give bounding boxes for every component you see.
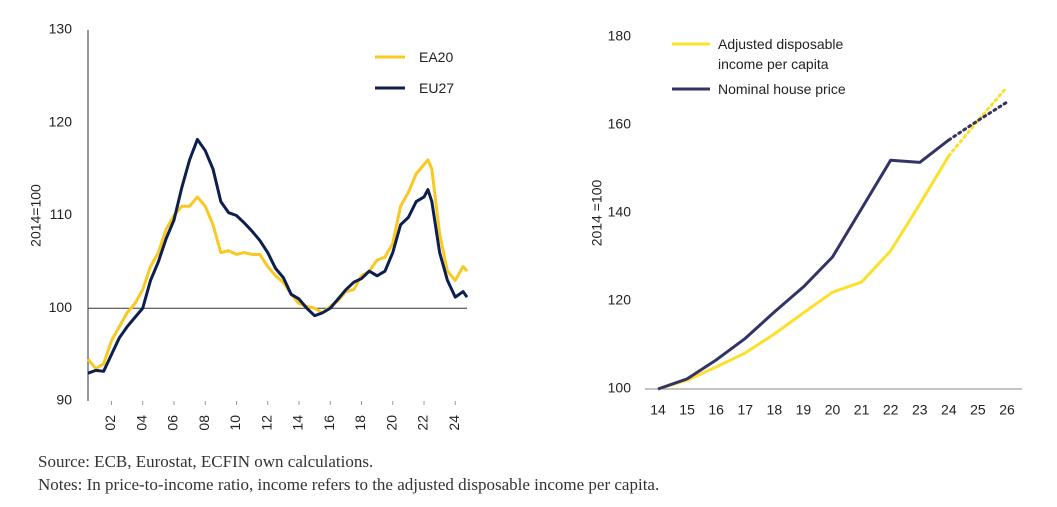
legend-label: Nominal house price (718, 81, 846, 97)
x-tick-label: 18 (767, 402, 783, 418)
x-tick-label: 24 (446, 415, 462, 431)
x-tick-label: 22 (415, 415, 431, 431)
legend-label: EU27 (419, 80, 455, 96)
x-tick-label: 23 (912, 402, 928, 418)
y-tick-label: 140 (608, 204, 632, 220)
y-tick-label: 130 (49, 21, 73, 37)
x-tick-label: 19 (796, 402, 812, 418)
x-tick-label: 18 (352, 415, 368, 431)
y-axis-label: 2014=100 (28, 184, 44, 247)
line (657, 138, 950, 391)
forecast-line (947, 85, 1009, 158)
y-tick-label: 90 (56, 392, 72, 408)
x-tick-label: 21 (854, 402, 870, 418)
line (657, 155, 951, 391)
x-tick-label: 02 (102, 415, 118, 431)
x-tick-label: 08 (196, 415, 212, 431)
x-tick-label: 20 (383, 415, 399, 431)
y-tick-label: 100 (608, 380, 632, 396)
y-axis-label: 2014 =100 (589, 180, 605, 247)
forecast-line (947, 100, 1009, 142)
y-tick-label: 100 (49, 299, 73, 315)
x-tick-label: 17 (737, 402, 753, 418)
y-tick-label: 160 (608, 116, 632, 132)
x-tick-label: 04 (133, 415, 149, 431)
line (86, 158, 469, 371)
line (87, 137, 469, 375)
x-tick-label: 22 (883, 402, 899, 418)
x-tick-label: 25 (970, 402, 986, 418)
x-tick-label: 26 (999, 402, 1015, 418)
y-tick-label: 110 (50, 206, 73, 222)
x-tick-label: 16 (321, 415, 337, 431)
x-tick-label: 16 (708, 402, 724, 418)
x-tick-label: 14 (290, 415, 306, 431)
x-tick-label: 12 (258, 415, 274, 431)
source-note: Source: ECB, Eurostat, ECFIN own calcula… (38, 452, 374, 471)
y-tick-label: 120 (608, 292, 632, 308)
legend-label: EA20 (419, 49, 454, 65)
legend-label: Adjusted disposable income per capita (718, 36, 844, 72)
x-tick-label: 20 (825, 402, 841, 418)
notes: Notes: In price-to-income ratio, income … (38, 475, 660, 494)
x-tick-label: 10 (227, 415, 243, 431)
x-tick-label: 15 (679, 402, 695, 418)
y-tick-label: 120 (49, 113, 73, 129)
y-tick-label: 180 (608, 28, 632, 44)
x-tick-label: 06 (165, 415, 181, 431)
x-tick-label: 14 (650, 402, 666, 418)
x-tick-label: 24 (941, 402, 957, 418)
